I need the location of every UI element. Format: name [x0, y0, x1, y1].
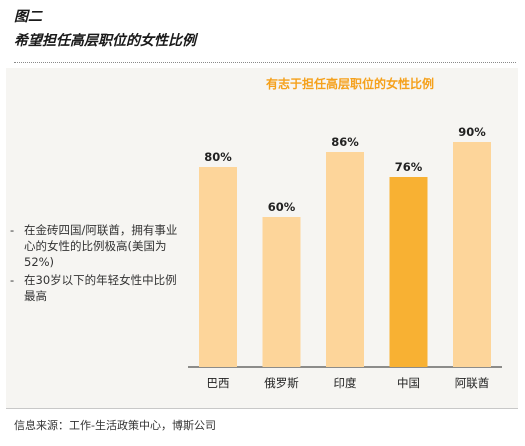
note-item: - 在30岁以下的年轻女性中比例最高 — [10, 272, 185, 304]
footer-divider — [6, 408, 518, 409]
bar-2 — [262, 217, 301, 367]
bar-1 — [199, 167, 237, 367]
bars-group — [199, 142, 491, 367]
note-text: 在30岁以下的年轻女性中比例最高 — [24, 273, 177, 303]
figure-title: 希望担任高层职位的女性比例 — [14, 33, 196, 49]
bar-3 — [326, 152, 364, 367]
value-label: 80% — [204, 150, 232, 164]
note-text: 在金砖四国/阿联酋，拥有事业心的女性的比例极高(美国为52%) — [24, 223, 178, 269]
figure-label: 图二 — [14, 9, 42, 25]
value-label: 90% — [458, 125, 486, 139]
note-item: - 在金砖四国/阿联酋，拥有事业心的女性的比例极高(美国为52%) — [10, 222, 185, 270]
category-label: 阿联酋 — [455, 376, 490, 390]
note-dash: - — [10, 273, 15, 287]
source-note: 信息来源：工作-生活政策中心，博斯公司 — [14, 419, 216, 432]
category-label: 巴西 — [207, 376, 230, 390]
category-label: 俄罗斯 — [264, 376, 299, 390]
notes-list: - 在金砖四国/阿联酋，拥有事业心的女性的比例极高(美国为52%) - 在30岁… — [10, 222, 185, 306]
bar-4 — [389, 177, 428, 367]
note-dash: - — [10, 223, 15, 237]
value-label: 60% — [268, 200, 296, 214]
category-label: 中国 — [397, 376, 420, 390]
bar-5 — [453, 142, 491, 367]
category-label: 印度 — [334, 376, 357, 390]
value-label: 86% — [331, 135, 359, 149]
category-labels-group: 巴西 俄罗斯 印度 中国 阿联酋 — [207, 376, 490, 390]
chart-panel — [6, 68, 518, 408]
chart-title: 有志于担任高层职位的女性比例 — [266, 76, 434, 91]
value-label: 76% — [395, 160, 423, 174]
title-divider — [14, 62, 516, 63]
value-labels-group: 80% 60% 86% 76% 90% — [204, 125, 486, 214]
